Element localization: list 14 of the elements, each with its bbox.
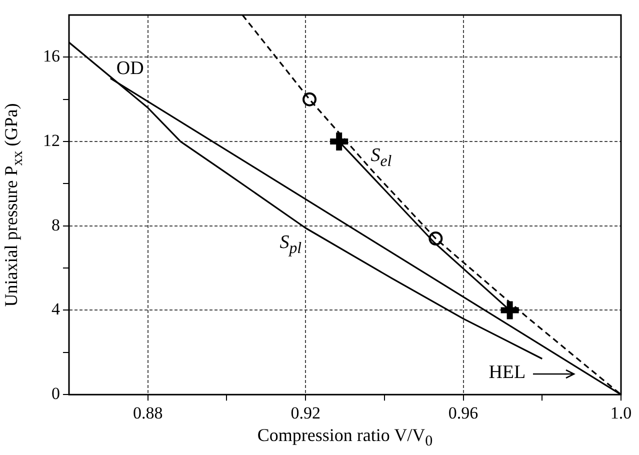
y-tick-label: 16 (43, 46, 60, 66)
annotation: OD (116, 58, 144, 80)
y-tick-label: 0 (52, 384, 60, 404)
annotation: S$_{pl}$ (280, 232, 302, 258)
annotation: S$_{el}$ (370, 145, 392, 171)
x-tick-label: 0.96 (448, 403, 478, 422)
y-tick-label: 8 (52, 215, 60, 234)
x-tick-label: 1.0 (610, 403, 632, 422)
x-tick-label: 0.92 (290, 403, 320, 422)
x-axis-title: Compression ratio V/V$_{0}$ (256, 425, 434, 451)
y-tick-label: 12 (43, 131, 60, 150)
y-tick-label: 4 (52, 300, 60, 319)
x-tick-label: 0.88 (132, 403, 163, 422)
annotation: HEL (488, 362, 526, 384)
